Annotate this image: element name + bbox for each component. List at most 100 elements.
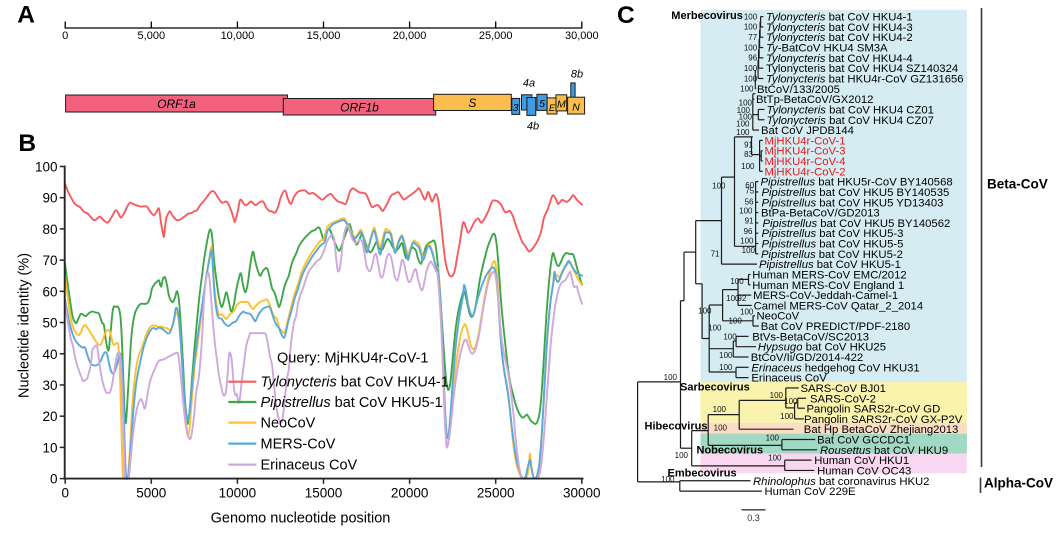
svg-text:C: C xyxy=(617,2,635,29)
svg-text:92: 92 xyxy=(737,294,746,303)
svg-text:100: 100 xyxy=(739,113,753,122)
svg-text:A: A xyxy=(17,2,35,29)
svg-text:100: 100 xyxy=(664,373,678,382)
svg-text:100: 100 xyxy=(739,99,753,108)
svg-text:100: 100 xyxy=(726,294,740,303)
svg-text:25,000: 25,000 xyxy=(479,30,513,42)
svg-text:Camel MERS-CoV Qatar_2_2014: Camel MERS-CoV Qatar_2_2014 xyxy=(754,300,924,312)
svg-text:Pipistrellus bat CoV HKU5 YD13: Pipistrellus bat CoV HKU5 YD13403 xyxy=(762,197,944,209)
svg-text:Hypsugo bat CoV HKU25: Hypsugo bat CoV HKU25 xyxy=(758,342,886,354)
svg-text:M: M xyxy=(557,99,566,111)
svg-text:Human MERS-CoV England 1: Human MERS-CoV England 1 xyxy=(752,280,904,292)
svg-text:Bat CoV GCCDC1: Bat CoV GCCDC1 xyxy=(817,435,910,447)
svg-text:Tylonycteris bat CoV HKU4-2: Tylonycteris bat CoV HKU4-2 xyxy=(766,32,913,44)
svg-text:Erinaceus CoV: Erinaceus CoV xyxy=(261,458,358,474)
svg-text:MjHKU4r-CoV-3: MjHKU4r-CoV-3 xyxy=(765,146,846,158)
svg-text:100: 100 xyxy=(675,451,689,460)
svg-text:Bat CoV PREDICT/PDF-2180: Bat CoV PREDICT/PDF-2180 xyxy=(761,321,910,333)
svg-text:Pipistrellus bat CoV HKU5-3: Pipistrellus bat CoV HKU5-3 xyxy=(762,228,904,240)
svg-text:BtCoV/133/2005: BtCoV/133/2005 xyxy=(757,84,840,96)
svg-text:Pangolin SARS2r-CoV GD: Pangolin SARS2r-CoV GD xyxy=(807,404,941,416)
svg-text:0: 0 xyxy=(61,486,69,501)
svg-text:Nucleotide identity (%): Nucleotide identity (%) xyxy=(17,253,33,398)
svg-text:Hibecovirus: Hibecovirus xyxy=(645,420,708,432)
svg-text:100: 100 xyxy=(736,128,750,137)
svg-text:Pipistrellus bat CoV HKU5 BY14: Pipistrellus bat CoV HKU5 BY140562 xyxy=(763,218,951,230)
svg-text:100: 100 xyxy=(736,120,750,129)
svg-text:83: 83 xyxy=(744,150,753,159)
svg-text:30,000: 30,000 xyxy=(565,30,599,42)
svg-text:S: S xyxy=(468,96,476,110)
svg-text:0: 0 xyxy=(50,472,58,487)
svg-text:77: 77 xyxy=(748,33,757,42)
svg-text:Erinaceus CoV: Erinaceus CoV xyxy=(751,373,827,385)
svg-text:BtPa-BetaCoV/GD2013: BtPa-BetaCoV/GD2013 xyxy=(761,208,880,220)
svg-text:Genomo nucleotide position: Genomo nucleotide position xyxy=(211,511,391,527)
svg-text:25000: 25000 xyxy=(477,486,515,501)
svg-text:Bat Hp BetaCoV Zhejiang2013: Bat Hp BetaCoV Zhejiang2013 xyxy=(804,424,959,436)
svg-text:Beta-CoV: Beta-CoV xyxy=(987,177,1048,192)
svg-text:Bat CoV JPDB144: Bat CoV JPDB144 xyxy=(761,125,854,137)
svg-text:5,000: 5,000 xyxy=(138,30,166,42)
svg-text:100: 100 xyxy=(35,160,58,175)
svg-text:100: 100 xyxy=(740,307,754,316)
svg-text:Rousettus bat CoV HKU9: Rousettus bat CoV HKU9 xyxy=(820,445,948,457)
svg-text:90: 90 xyxy=(42,191,57,206)
svg-text:BtTp-BetaCoV/GX2012: BtTp-BetaCoV/GX2012 xyxy=(756,94,873,106)
svg-text:100: 100 xyxy=(713,405,727,414)
svg-text:Rhinolophus bat coronavirus HK: Rhinolophus bat coronavirus HKU2 xyxy=(753,476,929,488)
svg-text:100: 100 xyxy=(728,316,742,325)
svg-text:Pangolin SARS2r-CoV GX-P2V: Pangolin SARS2r-CoV GX-P2V xyxy=(804,414,963,426)
svg-text:30: 30 xyxy=(42,378,57,393)
svg-text:100: 100 xyxy=(741,162,755,171)
svg-text:MjHKU4r-CoV-2: MjHKU4r-CoV-2 xyxy=(765,166,846,178)
svg-text:100: 100 xyxy=(744,43,758,52)
svg-text:100: 100 xyxy=(744,12,758,21)
svg-text:100: 100 xyxy=(740,85,754,94)
svg-text:4b: 4b xyxy=(527,121,539,133)
svg-text:Alpha-CoV: Alpha-CoV xyxy=(984,476,1053,491)
svg-text:10,000: 10,000 xyxy=(221,30,255,42)
svg-text:100: 100 xyxy=(712,182,726,191)
svg-text:100: 100 xyxy=(739,206,753,215)
svg-text:Tylonycteris bat CoV HKU4-4: Tylonycteris bat CoV HKU4-4 xyxy=(766,53,913,65)
svg-text:B: B xyxy=(18,130,36,157)
svg-text:MjHKU4r-CoV-4: MjHKU4r-CoV-4 xyxy=(765,156,846,168)
svg-text:5: 5 xyxy=(539,98,545,110)
svg-text:75: 75 xyxy=(745,187,754,196)
svg-text:100: 100 xyxy=(730,277,744,286)
svg-text:20,000: 20,000 xyxy=(393,30,427,42)
svg-text:Human CoV HKU1: Human CoV HKU1 xyxy=(814,455,909,467)
svg-text:10000: 10000 xyxy=(219,486,257,501)
svg-text:NeoCoV: NeoCoV xyxy=(261,416,316,432)
svg-text:70: 70 xyxy=(42,253,57,268)
svg-text:100: 100 xyxy=(740,236,754,245)
svg-text:96: 96 xyxy=(748,54,757,63)
svg-text:100: 100 xyxy=(698,307,712,316)
svg-text:N: N xyxy=(572,102,580,114)
svg-text:100: 100 xyxy=(723,333,737,342)
svg-text:15,000: 15,000 xyxy=(307,30,341,42)
svg-text:100: 100 xyxy=(719,351,733,360)
svg-text:100: 100 xyxy=(661,475,675,484)
svg-text:100: 100 xyxy=(744,74,758,83)
svg-text:Tylonycteris bat CoV HKU4 SZ14: Tylonycteris bat CoV HKU4 SZ140324 xyxy=(766,63,958,75)
svg-text:100: 100 xyxy=(714,424,728,433)
svg-text:Pipistrellus bat CoV HKU5-1: Pipistrellus bat CoV HKU5-1 xyxy=(261,395,443,411)
svg-text:30000: 30000 xyxy=(563,486,601,501)
svg-text:Human MERS-CoV EMC/2012: Human MERS-CoV EMC/2012 xyxy=(752,270,906,282)
svg-text:71: 71 xyxy=(711,250,720,259)
svg-text:4a: 4a xyxy=(523,78,535,90)
svg-text:10: 10 xyxy=(42,440,57,455)
svg-text:ORF1a: ORF1a xyxy=(157,97,196,111)
svg-text:96: 96 xyxy=(744,227,753,236)
svg-text:0: 0 xyxy=(62,30,68,42)
svg-text:100: 100 xyxy=(780,412,794,421)
svg-text:100: 100 xyxy=(708,323,722,332)
svg-text:Tylonycteris bat CoV HKU4 CZ01: Tylonycteris bat CoV HKU4 CZ01 xyxy=(767,104,934,116)
svg-text:100: 100 xyxy=(737,106,751,115)
svg-text:0.3: 0.3 xyxy=(747,513,760,523)
svg-text:100: 100 xyxy=(770,391,784,400)
svg-text:Human CoV OC43: Human CoV OC43 xyxy=(817,466,911,478)
svg-text:100: 100 xyxy=(784,397,798,406)
